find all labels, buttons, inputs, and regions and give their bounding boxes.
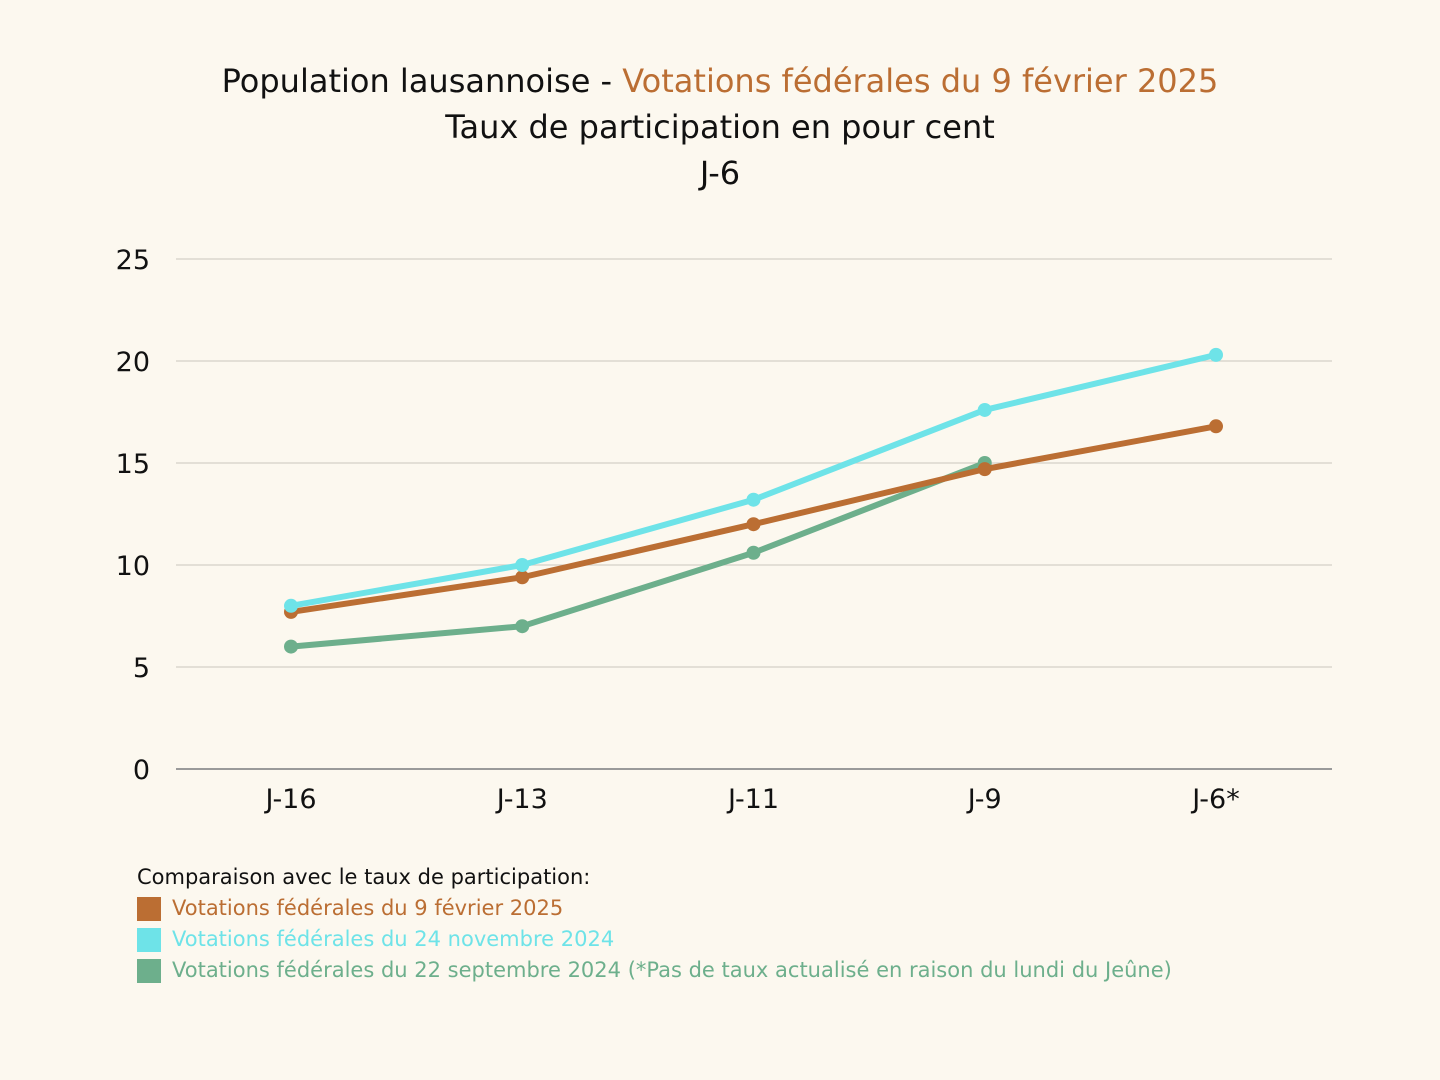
data-point <box>1209 419 1223 434</box>
y-tick-label: 5 <box>133 653 150 684</box>
data-point <box>977 462 992 477</box>
chart-title-part2: Votations fédérales du 9 février 2025 <box>622 62 1219 100</box>
y-tick-label: 0 <box>133 755 150 786</box>
data-point <box>746 492 761 507</box>
y-tick-label: 20 <box>116 347 150 378</box>
x-tick-label: J-11 <box>726 784 779 815</box>
data-point <box>1209 347 1223 362</box>
chart-title: Population lausannoise - Votations fédér… <box>0 58 1440 104</box>
legend-swatch-sep-2024 <box>137 958 161 983</box>
legend-swatch-nov-2024 <box>137 927 161 952</box>
x-tick-label: J-16 <box>263 784 316 815</box>
legend-heading: Comparaison avec le taux de participatio… <box>137 865 591 889</box>
chart-subtitle-day: J-6 <box>699 154 741 192</box>
x-tick-label: J-6* <box>1190 784 1239 815</box>
series-line <box>288 460 988 650</box>
data-point <box>746 545 761 560</box>
legend-item-sep-2024: Votations fédérales du 22 septembre 2024… <box>137 955 1172 986</box>
line-chart: 0 5 10 15 20 25 J-16 J-13 J-11 J-9 J-6* <box>116 245 1332 815</box>
legend-swatch-feb-2025 <box>137 896 161 921</box>
y-tick-label: 25 <box>116 245 150 276</box>
chart-subtitle: Taux de participation en pour cent <box>445 108 995 146</box>
x-tick-label: J-9 <box>966 784 1002 815</box>
chart-title-part1: Population lausannoise - <box>221 62 623 100</box>
y-tick-label: 15 <box>116 449 150 480</box>
chart-title-block: Population lausannoise - Votations fédér… <box>0 58 1440 196</box>
legend-item-feb-2025: Votations fédérales du 9 février 2025 <box>137 893 1172 924</box>
data-point <box>284 639 298 654</box>
data-point <box>515 619 530 634</box>
data-point <box>515 558 530 572</box>
legend-label-sep-2024: Votations fédérales du 22 septembre 2024… <box>172 958 1172 982</box>
x-tick-label: J-13 <box>495 784 548 815</box>
series-line <box>288 351 1219 609</box>
data-point <box>515 570 530 585</box>
legend: Comparaison avec le taux de participatio… <box>137 862 1172 986</box>
legend-item-nov-2024: Votations fédérales du 24 novembre 2024 <box>137 924 1172 955</box>
legend-label-feb-2025: Votations fédérales du 9 février 2025 <box>172 896 564 920</box>
legend-label-nov-2024: Votations fédérales du 24 novembre 2024 <box>172 927 615 951</box>
data-point <box>746 517 761 532</box>
y-tick-label: 10 <box>116 551 150 582</box>
data-point <box>977 402 992 417</box>
data-point <box>284 598 298 613</box>
